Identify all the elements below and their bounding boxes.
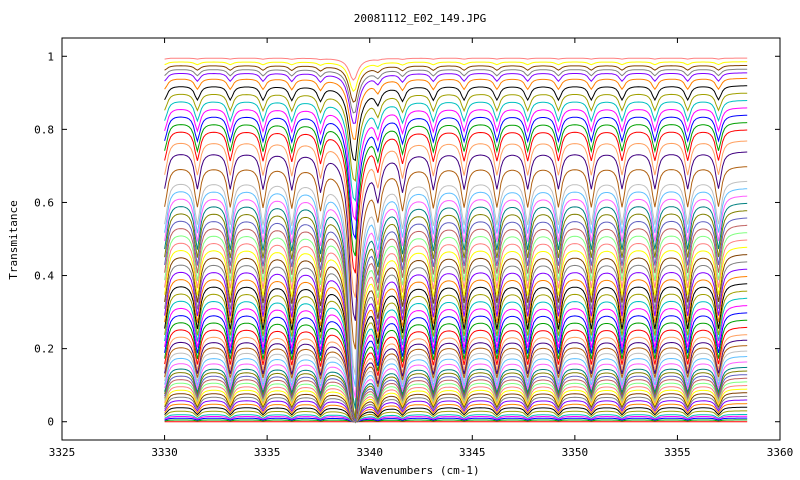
x-tick-label: 3345 <box>459 446 486 459</box>
spectrum-series-line <box>164 92 748 182</box>
spectrum-series-line <box>164 414 748 423</box>
spectrum-series-line <box>164 210 748 419</box>
spectrum-series-line <box>164 100 748 202</box>
spectrum-series-line <box>164 419 748 423</box>
spectrum-series-line <box>164 246 748 422</box>
spectrum-series-line <box>164 268 748 422</box>
y-tick-label: 0.6 <box>34 196 54 209</box>
spectrum-series-line <box>164 283 748 422</box>
y-tick-label: 0 <box>47 416 54 429</box>
spectrum-series-line <box>164 217 748 422</box>
spectrum-series-line <box>164 374 748 423</box>
spectrum-series-line <box>164 61 748 93</box>
spectrum-series-line <box>164 290 748 424</box>
y-tick-label: 0.4 <box>34 270 54 283</box>
spectrum-series-line <box>164 254 748 422</box>
spectrum-series-line <box>164 77 748 140</box>
spectrum-series-line <box>164 406 748 423</box>
spectrum-series-line <box>164 356 748 423</box>
spectrum-series-line <box>164 129 748 274</box>
spectrum-series-line <box>164 224 748 422</box>
x-tick-label: 3325 <box>49 446 76 459</box>
spectrum-series-line <box>164 415 748 423</box>
spectrum-series-line <box>164 381 748 423</box>
spectrum-series-line <box>164 312 748 424</box>
spectrum-series-line <box>164 107 748 222</box>
spectrum-series-line <box>164 305 748 424</box>
spectrum-series-line <box>164 85 748 162</box>
x-tick-label: 3335 <box>254 446 281 459</box>
spectrum-series-line <box>164 326 748 424</box>
y-tick-label: 0.2 <box>34 343 54 356</box>
spectrum-series-line <box>164 57 748 81</box>
spectrum-series-line <box>164 417 748 423</box>
axis-ticks: 3325 3330 3335 3340 3345 3350 3355 3360 0 0.2 0.4 0… <box>34 38 793 459</box>
x-tick-label: 3360 <box>767 446 794 459</box>
spectrum-series-line <box>164 410 748 423</box>
spectrum-series-line <box>164 392 748 423</box>
spectrum-series-line <box>164 140 748 298</box>
x-axis-label: Wavenumbers (cm-1) <box>360 464 479 477</box>
spectrum-series-line <box>164 334 748 423</box>
spectrum-series-line <box>164 180 748 376</box>
spectrum-series-line <box>164 276 748 422</box>
spectrum-series-line <box>164 395 748 423</box>
series-layer <box>164 57 748 424</box>
x-tick-label: 3350 <box>562 446 589 459</box>
spectrum-series-line <box>164 377 748 423</box>
spectrum-series-line <box>164 370 748 423</box>
spectrum-series-line <box>164 350 748 423</box>
spectrum-series-line <box>164 122 748 257</box>
spectrum-series-line <box>164 339 748 423</box>
spectrum-series-line <box>164 114 748 241</box>
y-axis-label: Transmitance <box>7 200 20 279</box>
spectrum-series-line <box>164 345 748 423</box>
spectrum-series-line <box>164 361 748 423</box>
spectrum-series-line <box>164 385 748 423</box>
plot-frame <box>61 37 781 441</box>
spectrum-series-line <box>164 403 748 423</box>
spectrum-series-line <box>164 261 748 422</box>
spectrum-series-line <box>164 151 748 321</box>
spectrum-series-line <box>164 388 748 423</box>
spectrum-series-line <box>164 399 748 423</box>
x-tick-label: 3340 <box>356 446 383 459</box>
spectrum-series-line <box>164 366 748 423</box>
chart-title: 20081112_E02_149.JPG <box>354 12 486 25</box>
spectrum-series-line <box>164 166 748 350</box>
spectrum-series-line <box>164 239 748 422</box>
x-tick-label: 3330 <box>151 446 178 459</box>
x-tick-label: 3355 <box>664 446 691 459</box>
spectrum-series-line <box>164 202 748 409</box>
spectrum-series-line <box>164 297 748 424</box>
y-tick-label: 1 <box>47 50 54 63</box>
spectrum-series-line <box>164 72 748 124</box>
spectrum-series-line <box>164 195 748 399</box>
spectrum-series-line <box>164 319 748 424</box>
spectrum-series-line <box>164 68 748 114</box>
spectrum-series-line <box>164 65 748 103</box>
spectrum-series-line <box>164 232 748 422</box>
spectrum-series-line <box>164 188 748 388</box>
y-tick-label: 0.8 <box>34 123 54 136</box>
